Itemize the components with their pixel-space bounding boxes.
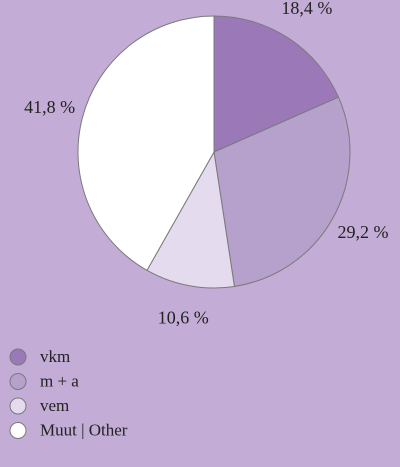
legend-swatch <box>9 422 27 439</box>
slice-label: 29,2 % <box>337 222 388 242</box>
pie-slice <box>77 15 215 272</box>
legend-swatch <box>9 348 27 366</box>
legend-label: vkm <box>40 347 70 366</box>
legend-swatch <box>9 397 27 415</box>
legend-swatch <box>9 373 27 390</box>
pie-slice <box>213 96 351 288</box>
pie-slice <box>146 150 236 289</box>
legend-label: Muut | Other <box>40 420 128 439</box>
legend-label: vem <box>40 396 69 415</box>
pie-slice <box>213 15 340 153</box>
slice-label: 41,8 % <box>24 97 75 117</box>
slice-label: 10,6 % <box>158 307 209 327</box>
slice-label: 18,4 % <box>281 0 332 18</box>
legend-label: m + a <box>40 371 79 390</box>
